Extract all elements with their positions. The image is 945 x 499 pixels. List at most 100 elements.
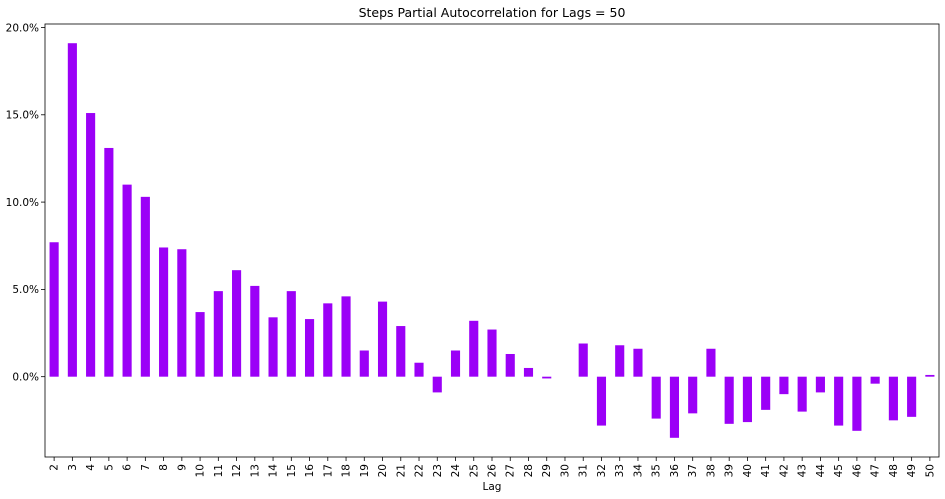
bar-lag-3 xyxy=(67,43,77,377)
bar-lag-46 xyxy=(852,376,862,431)
bar-lag-17 xyxy=(323,303,333,377)
x-tick-label: 33 xyxy=(614,464,626,477)
bar-lag-48 xyxy=(888,376,898,421)
x-tick-label: 30 xyxy=(559,464,571,477)
bar-lag-25 xyxy=(469,320,479,377)
x-tick-label: 25 xyxy=(468,464,480,477)
x-tick-label: 39 xyxy=(724,464,736,477)
x-tick-label: 23 xyxy=(432,464,444,477)
x-tick-label: 50 xyxy=(924,464,936,477)
bar-lag-14 xyxy=(268,317,278,377)
bar-lag-40 xyxy=(742,376,752,423)
bar-lag-47 xyxy=(870,376,880,384)
bar-lag-5 xyxy=(104,147,114,377)
bar-lag-31 xyxy=(578,343,588,377)
x-tick-label: 42 xyxy=(778,464,790,477)
x-tick-label: 3 xyxy=(67,464,79,471)
bar-lag-37 xyxy=(688,376,698,414)
x-tick-label: 34 xyxy=(632,464,644,478)
x-tick-label: 2 xyxy=(49,464,61,471)
bar-lag-42 xyxy=(779,376,789,395)
x-tick-label: 28 xyxy=(523,464,535,477)
bar-lag-35 xyxy=(651,376,661,419)
x-tick-label: 20 xyxy=(377,464,389,477)
x-tick-label: 21 xyxy=(395,464,407,477)
bar-lag-10 xyxy=(195,312,205,377)
x-tick-label: 41 xyxy=(760,464,772,477)
x-tick-label: 35 xyxy=(651,464,663,477)
bar-lag-9 xyxy=(177,249,187,377)
bar-lag-8 xyxy=(159,247,169,377)
bar-lag-38 xyxy=(706,348,716,377)
bar-lag-39 xyxy=(724,376,734,424)
bar-lag-50 xyxy=(925,374,935,377)
y-tick-label: 20.0% xyxy=(6,22,39,34)
x-tick-label: 16 xyxy=(304,464,316,478)
bar-lag-26 xyxy=(487,329,497,377)
bar-lag-12 xyxy=(232,270,242,377)
x-tick-label: 43 xyxy=(797,464,809,477)
bar-lag-44 xyxy=(815,376,825,393)
x-tick-label: 46 xyxy=(851,464,863,478)
bar-lag-19 xyxy=(359,350,369,377)
x-tick-label: 26 xyxy=(487,464,499,478)
bar-lag-2 xyxy=(49,242,59,377)
y-tick-label: 15.0% xyxy=(6,110,39,122)
x-tick-label: 38 xyxy=(705,464,717,477)
x-tick-label: 29 xyxy=(541,464,553,477)
bar-lag-6 xyxy=(122,184,132,377)
x-tick-label: 15 xyxy=(286,464,298,477)
x-tick-label: 45 xyxy=(833,464,845,477)
bar-lag-27 xyxy=(505,353,515,377)
y-tick-label: 10.0% xyxy=(6,197,39,209)
bar-lag-22 xyxy=(414,362,424,377)
bar-lag-41 xyxy=(761,376,771,410)
x-tick-label: 8 xyxy=(158,464,170,471)
bar-lag-32 xyxy=(596,376,607,426)
x-tick-label: 31 xyxy=(578,464,590,477)
bar-lag-23 xyxy=(432,376,442,393)
bar-lag-18 xyxy=(341,296,351,377)
bar-lag-4 xyxy=(86,113,96,377)
x-tick-label: 40 xyxy=(742,464,754,477)
x-tick-label: 7 xyxy=(140,464,152,471)
x-tick-label: 22 xyxy=(414,464,426,477)
x-tick-label: 24 xyxy=(450,464,462,478)
x-tick-label: 12 xyxy=(231,464,243,477)
x-tick-label: 48 xyxy=(888,464,900,477)
bar-lag-45 xyxy=(834,376,844,426)
x-tick-label: 9 xyxy=(176,464,188,471)
x-tick-label: 47 xyxy=(870,464,882,477)
bar-lag-49 xyxy=(907,376,917,417)
bar-lag-7 xyxy=(140,196,150,377)
x-tick-label: 14 xyxy=(268,464,280,478)
x-tick-label: 10 xyxy=(195,464,207,477)
x-tick-label: 6 xyxy=(122,464,134,471)
x-tick-label: 36 xyxy=(669,464,681,478)
bar-lag-29 xyxy=(542,376,552,379)
bar-lag-43 xyxy=(797,376,807,412)
bar-lag-33 xyxy=(615,345,625,377)
bar-lag-15 xyxy=(286,291,296,377)
x-tick-label: 18 xyxy=(341,464,353,477)
bar-lag-24 xyxy=(450,350,461,377)
x-tick-label: 19 xyxy=(359,464,371,477)
x-tick-label: 13 xyxy=(249,464,261,477)
bar-lag-13 xyxy=(250,285,260,377)
x-tick-label: 27 xyxy=(505,464,517,477)
bar-lag-21 xyxy=(396,326,406,377)
x-tick-label: 4 xyxy=(85,464,97,471)
bar-lag-36 xyxy=(669,376,680,438)
chart-title: Steps Partial Autocorrelation for Lags =… xyxy=(359,5,626,20)
bar-lag-16 xyxy=(304,319,315,377)
bar-lag-34 xyxy=(633,348,643,377)
x-tick-label: 17 xyxy=(322,464,334,477)
x-tick-label: 11 xyxy=(213,464,225,477)
bar-lag-28 xyxy=(523,367,534,377)
plot-area xyxy=(49,43,935,438)
y-tick-label: 5.0% xyxy=(12,284,39,296)
bar-lag-11 xyxy=(213,291,223,377)
x-tick-label: 5 xyxy=(103,464,115,471)
x-tick-label: 37 xyxy=(687,464,699,477)
